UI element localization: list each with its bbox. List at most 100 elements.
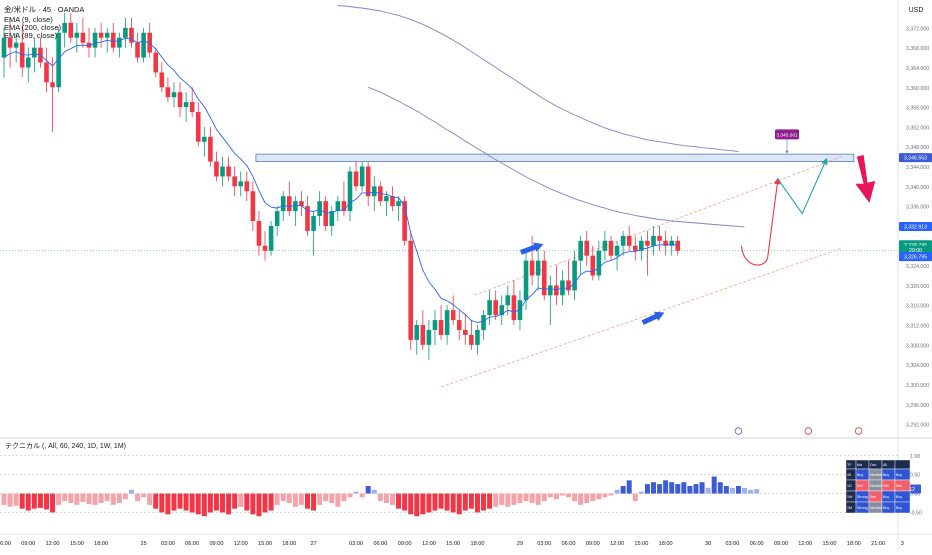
candle-body[interactable] — [189, 102, 195, 113]
candle-body[interactable] — [232, 176, 237, 187]
candle-body[interactable] — [645, 240, 650, 246]
candle-body[interactable] — [123, 27, 128, 38]
candle-body[interactable] — [195, 112, 201, 142]
candle-body[interactable] — [62, 22, 67, 33]
candle-body[interactable] — [305, 206, 310, 231]
candle-body[interactable] — [578, 240, 583, 261]
candle-body[interactable] — [499, 305, 505, 316]
candle-body[interactable] — [256, 221, 262, 246]
candle-body[interactable] — [32, 47, 37, 58]
legend-ema-slow[interactable]: EMA (200, close) — [4, 23, 62, 32]
candle-body[interactable] — [214, 161, 219, 177]
candle-body[interactable] — [262, 245, 268, 251]
candle-body[interactable] — [426, 329, 432, 345]
candle-body[interactable] — [602, 240, 608, 251]
candle-body[interactable] — [626, 235, 632, 246]
candle-body[interactable] — [463, 329, 468, 335]
candle-body[interactable] — [13, 42, 19, 48]
candle-body[interactable] — [408, 240, 413, 340]
candle-body[interactable] — [68, 22, 74, 38]
candle-body[interactable] — [317, 201, 322, 217]
candle-body[interactable] — [438, 320, 444, 335]
candle-body[interactable] — [535, 260, 541, 276]
candle-body[interactable] — [365, 166, 371, 197]
candle-body[interactable] — [293, 201, 298, 212]
candle-body[interactable] — [129, 27, 134, 43]
candle-body[interactable] — [104, 32, 110, 38]
candle-body[interactable] — [505, 295, 511, 306]
candle-body[interactable] — [1, 37, 7, 58]
candle-body[interactable] — [632, 245, 638, 251]
candle-body[interactable] — [165, 87, 171, 98]
candle-body[interactable] — [153, 52, 159, 73]
candle-body[interactable] — [268, 225, 274, 251]
candle-body[interactable] — [274, 211, 280, 226]
candle-body[interactable] — [25, 57, 31, 68]
candle-body[interactable] — [523, 260, 529, 301]
candle-body[interactable] — [371, 186, 377, 197]
candle-body[interactable] — [202, 136, 207, 142]
candle-body[interactable] — [220, 166, 225, 177]
candle-body[interactable] — [590, 255, 596, 276]
candle-body[interactable] — [620, 235, 626, 246]
candle-body[interactable] — [177, 92, 183, 108]
candle-body[interactable] — [450, 310, 456, 321]
candle-body[interactable] — [117, 37, 122, 48]
candle-body[interactable] — [444, 310, 450, 335]
candle-body[interactable] — [475, 329, 480, 345]
candle-body[interactable] — [402, 201, 407, 241]
candle-body[interactable] — [390, 196, 395, 207]
candle-body[interactable] — [420, 325, 426, 345]
candle-body[interactable] — [299, 201, 304, 207]
candle-body[interactable] — [238, 181, 244, 187]
candle-body[interactable] — [19, 42, 25, 68]
candle-body[interactable] — [469, 334, 474, 345]
candle-body[interactable] — [347, 171, 353, 212]
candle-body[interactable] — [675, 240, 681, 251]
candle-body[interactable] — [80, 32, 86, 43]
candle-body[interactable] — [584, 240, 590, 256]
candle-body[interactable] — [280, 196, 286, 212]
candle-body[interactable] — [141, 32, 146, 58]
candle-body[interactable] — [669, 240, 674, 246]
candle-body[interactable] — [493, 300, 498, 316]
candle-body[interactable] — [414, 325, 420, 340]
event-marker-1[interactable] — [734, 427, 743, 435]
candle-body[interactable] — [147, 32, 152, 53]
candle-body[interactable] — [639, 240, 644, 251]
candle-body[interactable] — [529, 260, 535, 276]
candle-body[interactable] — [608, 240, 614, 256]
candle-body[interactable] — [286, 196, 292, 212]
candle-body[interactable] — [329, 211, 335, 226]
candle-body[interactable] — [614, 245, 620, 256]
candle-body[interactable] — [183, 102, 189, 108]
candle-body[interactable] — [651, 235, 656, 246]
candle-body[interactable] — [250, 191, 256, 221]
candle-body[interactable] — [359, 166, 365, 187]
candle-body[interactable] — [456, 320, 462, 330]
candle-body[interactable] — [572, 260, 577, 291]
candle-body[interactable] — [208, 136, 213, 162]
legend-ema-mid[interactable]: EMA (89, close) — [4, 31, 57, 40]
event-marker-3[interactable] — [854, 427, 863, 435]
candle-body[interactable] — [481, 315, 486, 330]
candle-body[interactable] — [396, 201, 401, 207]
candle-body[interactable] — [7, 37, 13, 48]
candle-body[interactable] — [548, 285, 553, 296]
candle-body[interactable] — [432, 320, 438, 330]
candle-body[interactable] — [323, 201, 329, 226]
candle-body[interactable] — [596, 250, 602, 276]
candle-body[interactable] — [171, 92, 177, 98]
candle-body[interactable] — [50, 82, 55, 88]
candle-body[interactable] — [159, 72, 165, 88]
candle-body[interactable] — [353, 171, 359, 187]
candle-body[interactable] — [511, 295, 517, 321]
candle-body[interactable] — [244, 181, 250, 192]
candle-body[interactable] — [135, 42, 140, 58]
candle-body[interactable] — [541, 260, 547, 296]
legend-ema-fast[interactable]: EMA (9, close) — [4, 15, 53, 24]
candle-body[interactable] — [335, 201, 341, 212]
candle-body[interactable] — [98, 32, 104, 38]
